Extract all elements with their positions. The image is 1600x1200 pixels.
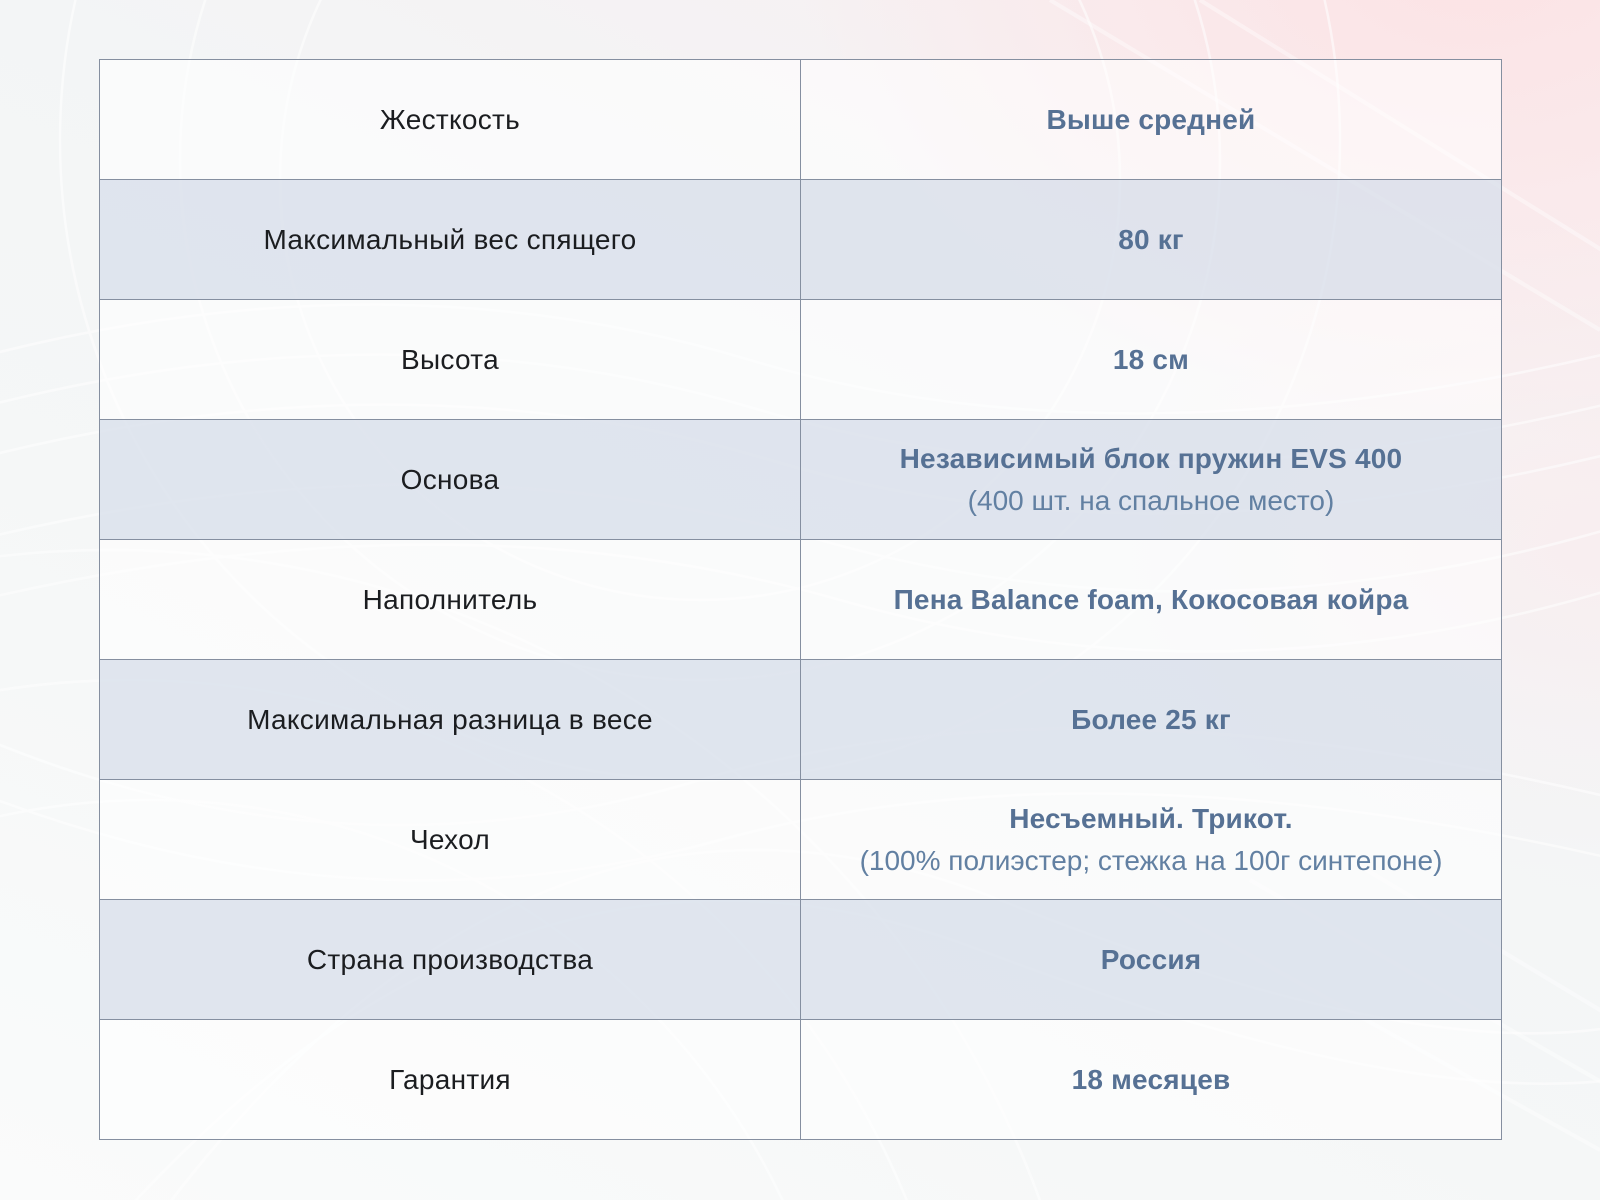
spec-row: Высота 18 см [99,299,1502,420]
spec-value-cell: Независимый блок пружин EVS 400 (400 шт.… [800,419,1502,540]
spec-value-cell: 80 кг [800,179,1502,300]
spec-table: Жесткость Выше средней Максимальный вес … [99,59,1502,1140]
spec-value-cell: Пена Balance foam, Кокосовая койра [800,539,1502,660]
spec-label-cell: Основа [99,419,801,540]
spec-value-cell: Выше средней [800,59,1502,180]
spec-row: Жесткость Выше средней [99,59,1502,180]
spec-value-cell: 18 месяцев [800,1019,1502,1140]
spec-value: 18 месяцев [1071,1063,1231,1095]
spec-row: Наполнитель Пена Balance foam, Кокосовая… [99,539,1502,660]
spec-row: Чехол Несъемный. Трикот. (100% полиэстер… [99,779,1502,900]
spec-value-cell: Более 25 кг [800,659,1502,780]
spec-row: Основа Независимый блок пружин EVS 400 (… [99,419,1502,540]
spec-value: Пена Balance foam, Кокосовая койра [893,583,1409,615]
spec-value: Независимый блок пружин EVS 400 [899,442,1403,474]
spec-value: Выше средней [1046,103,1256,135]
spec-value: Более 25 кг [1071,703,1231,735]
spec-label-cell: Наполнитель [99,539,801,660]
spec-row: Страна производства Россия [99,899,1502,1020]
spec-value-subtext: (400 шт. на спальное место) [967,484,1335,516]
spec-value-subtext: (100% полиэстер; стежка на 100г синтепон… [859,844,1443,876]
spec-value-cell: Несъемный. Трикот. (100% полиэстер; стеж… [800,779,1502,900]
spec-row: Максимальная разница в весе Более 25 кг [99,659,1502,780]
spec-row: Гарантия 18 месяцев [99,1019,1502,1140]
spec-label-cell: Максимальная разница в весе [99,659,801,780]
spec-value: 80 кг [1118,223,1184,255]
spec-label-cell: Страна производства [99,899,801,1020]
spec-value: Россия [1100,943,1202,975]
spec-value-cell: Россия [800,899,1502,1020]
spec-row: Максимальный вес спящего 80 кг [99,179,1502,300]
spec-value: 18 см [1112,343,1190,375]
spec-label-cell: Чехол [99,779,801,900]
spec-label-cell: Гарантия [99,1019,801,1140]
spec-value-cell: 18 см [800,299,1502,420]
spec-label-cell: Высота [99,299,801,420]
spec-label-cell: Жесткость [99,59,801,180]
spec-label-cell: Максимальный вес спящего [99,179,801,300]
spec-value: Несъемный. Трикот. [1009,802,1293,834]
